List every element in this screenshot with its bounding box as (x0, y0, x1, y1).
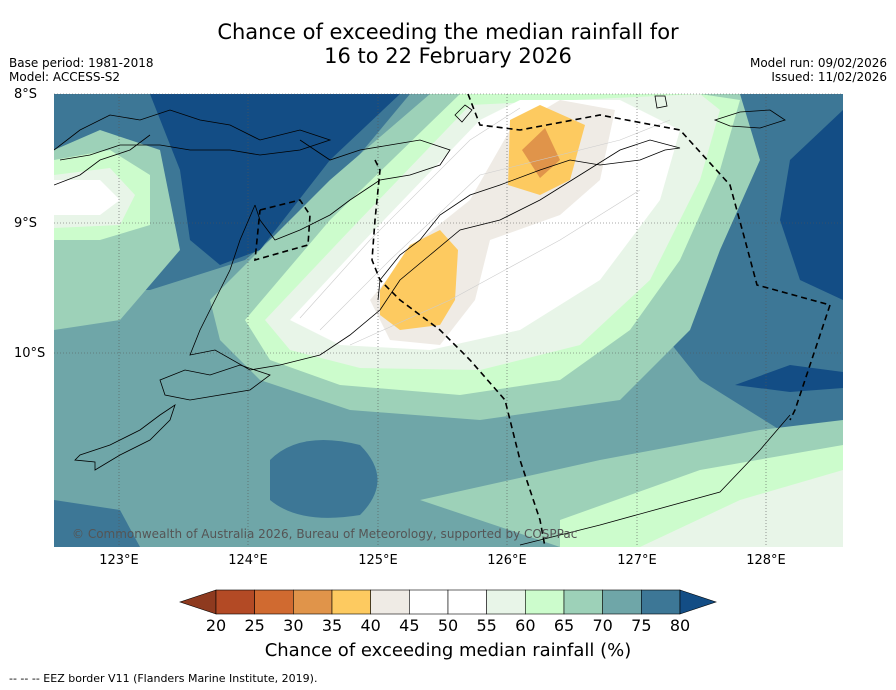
base-period: Base period: 1981-2018 (9, 56, 154, 70)
colorbar-segment (641, 589, 681, 615)
colorbar-tick-label: 30 (283, 616, 304, 635)
colorbar-segment (254, 589, 294, 615)
colorbar-segment (293, 589, 333, 615)
colorbar-title: Chance of exceeding median rainfall (%) (264, 640, 632, 661)
colorbar-tick-label: 55 (476, 616, 497, 635)
colorbar-segment (409, 589, 449, 615)
lat-label-9s: 9°S (14, 216, 38, 231)
meta-left: Base period: 1981-2018 Model: ACCESS-S2 (9, 56, 154, 84)
lon-label-128e: 128°E (746, 553, 786, 568)
colorbar-segment (486, 589, 526, 615)
colorbar-segment (447, 589, 487, 615)
lon-label-125e: 125°E (358, 553, 398, 568)
colorbar-tick-label: 40 (360, 616, 381, 635)
colorbar-segment (331, 589, 371, 615)
issued-date: Issued: 11/02/2026 (771, 70, 887, 84)
colorbar-extend-high (679, 589, 717, 615)
colorbar-segment (602, 589, 642, 615)
coastlines (54, 95, 791, 546)
colorbar-tick-label: 45 (399, 616, 420, 635)
eez-footnote: -- -- -- EEZ border V11 (Flanders Marine… (9, 672, 318, 685)
colorbar-tick-label: 50 (437, 616, 459, 635)
colorbar-tick-label: 75 (631, 616, 652, 635)
model-name: Model: ACCESS-S2 (9, 70, 121, 84)
copyright-notice: © Commonwealth of Australia 2026, Bureau… (72, 527, 578, 541)
lon-label-124e: 124°E (228, 553, 268, 568)
graticule (54, 93, 843, 547)
model-run: Model run: 09/02/2026 (749, 56, 887, 70)
title-line-1: Chance of exceeding the median rainfall … (217, 20, 679, 44)
eez-border (254, 94, 832, 547)
title-line-2: 16 to 22 February 2026 (324, 44, 572, 68)
colorbar-extend-low (179, 589, 217, 615)
colorbar-tick-label: 25 (244, 616, 265, 635)
rainfall-probability-field (54, 94, 843, 547)
colorbar-tick-label: 35 (321, 616, 343, 635)
lon-label-126e: 126°E (487, 553, 527, 568)
colorbar (179, 589, 717, 615)
colorbar-tick-label: 65 (553, 616, 575, 635)
lat-label-8s: 8°S (14, 87, 38, 102)
colorbar-tick-label: 60 (515, 616, 536, 635)
colorbar-tick-label: 20 (205, 616, 227, 635)
lon-label-123e: 123°E (99, 553, 139, 568)
colorbar-tick-label: 80 (669, 616, 691, 635)
colorbar-segment (215, 589, 255, 615)
colorbar-segment (370, 589, 410, 615)
map-title: Chance of exceeding the median rainfall … (0, 20, 896, 68)
lon-label-127e: 127°E (617, 553, 657, 568)
meta-right: Model run: 09/02/2026 Issued: 11/02/2026 (750, 56, 887, 84)
colorbar-segment (525, 589, 565, 615)
colorbar-tick-label: 70 (592, 616, 613, 635)
colorbar-segment (563, 589, 603, 615)
lat-label-10s: 10°S (14, 346, 46, 361)
